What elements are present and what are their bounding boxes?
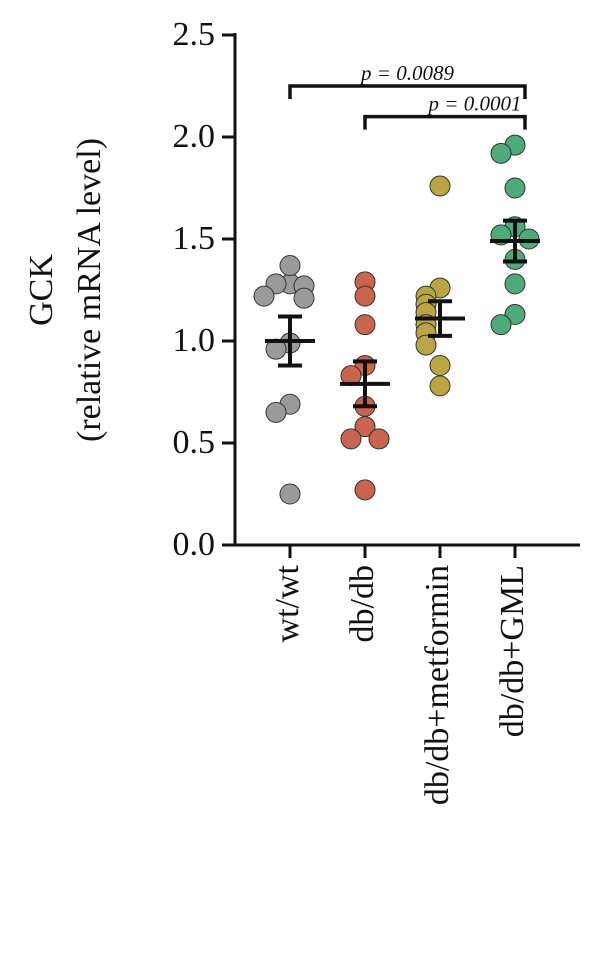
y-tick-label: 0.5 xyxy=(173,424,216,461)
y-tick-label: 1.0 xyxy=(173,322,216,359)
data-point xyxy=(354,416,376,438)
data-point xyxy=(340,428,362,450)
data-point xyxy=(490,314,512,336)
data-point xyxy=(429,354,451,376)
y-axis-label: GCK xyxy=(23,254,60,326)
data-point xyxy=(265,401,287,423)
y-tick-label: 0.0 xyxy=(173,526,216,563)
data-point xyxy=(504,177,526,199)
data-point xyxy=(518,228,540,250)
data-point xyxy=(490,142,512,164)
y-tick-label: 2.5 xyxy=(173,16,216,53)
y-tick-label: 2.0 xyxy=(173,118,216,155)
data-point xyxy=(293,287,315,309)
p-value: p = 0.0001 xyxy=(427,92,522,116)
x-tick-label: db/db+metformin xyxy=(419,565,456,805)
y-tick-label: 1.5 xyxy=(173,220,216,257)
x-tick-label: wt/wt xyxy=(269,564,306,642)
data-point xyxy=(279,255,301,277)
y-axis-label: (relative mRNA level) xyxy=(71,138,108,442)
data-point xyxy=(279,483,301,505)
data-point xyxy=(429,375,451,397)
data-point xyxy=(368,428,390,450)
data-point xyxy=(354,285,376,307)
data-point xyxy=(504,273,526,295)
significance-bracket xyxy=(288,84,527,99)
x-tick-label: db/db xyxy=(344,565,381,642)
data-point xyxy=(253,285,275,307)
p-value: p = 0.0089 xyxy=(359,61,454,85)
x-tick-label: db/db+GML xyxy=(494,565,531,737)
significance-bracket xyxy=(363,114,527,130)
data-point xyxy=(415,334,437,356)
data-point xyxy=(354,314,376,336)
data-point xyxy=(354,479,376,501)
data-point xyxy=(429,175,451,197)
